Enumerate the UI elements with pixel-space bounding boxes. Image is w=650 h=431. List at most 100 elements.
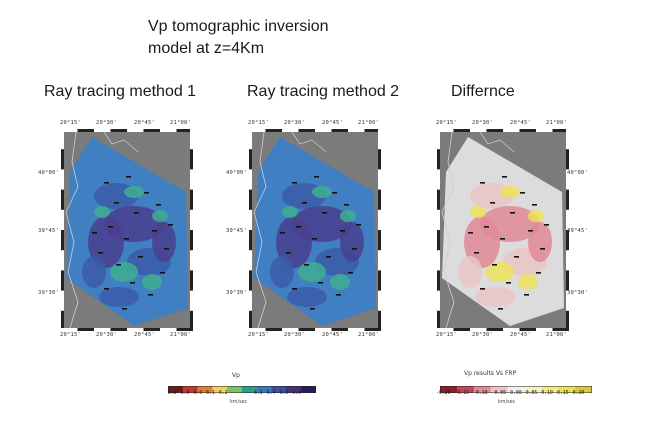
colorbar-segment [440,386,458,393]
bottom-lon-tick-label: 20°15' [436,332,458,338]
velocity-anomaly [94,206,110,218]
vp-colorbar [168,380,317,393]
bottom-lon-tick-label: 20°15' [60,332,82,338]
top-lon-tick-label: 20°15' [248,120,270,126]
colorbar-segment [473,386,492,393]
frame-tick [61,209,64,230]
figure-title-line-2: model at z=4Km [148,40,265,57]
station-marker [514,256,519,258]
frame-tick [160,129,177,132]
station-marker [122,308,127,310]
station-marker [332,192,337,194]
top-lon-tick-label: 20°45' [322,120,344,126]
lat-tick-label: 40°00' [567,170,589,176]
colorbar-outline [440,386,592,393]
frame-tick [437,129,454,132]
velocity-anomaly [88,216,124,268]
station-marker [492,264,497,266]
station-marker [502,176,507,178]
frame-tick [249,290,252,311]
station-marker [340,230,345,232]
station-marker [344,204,349,206]
velocity-anomaly [110,262,138,282]
bottom-lon-tick-label: 20°30' [472,332,494,338]
frame-tick [566,250,569,271]
frame-tick [503,328,520,331]
frame-tick [190,209,193,230]
frame-tick [190,250,193,271]
lat-tick-label: 39°30' [38,290,60,296]
station-marker [144,192,149,194]
frame-tick [437,250,440,271]
frame-tick [437,290,440,311]
station-marker [532,204,537,206]
frame-tick [94,328,111,331]
bottom-lon-tick-label: 20°45' [134,332,156,338]
station-marker [286,252,291,254]
lat-tick-label: 40°00' [38,170,60,176]
frame-tick [249,129,252,150]
station-marker [544,224,549,226]
top-lon-tick-label: 21°00' [546,120,568,126]
station-marker [134,212,139,214]
station-marker [506,282,511,284]
coastline [65,132,79,328]
station-marker [156,204,161,206]
station-marker [304,264,309,266]
frame-tick [127,129,144,132]
frame-tick [94,129,111,132]
station-marker [164,248,169,250]
colorbar-segment [456,386,475,393]
colorbar-segment [256,386,273,393]
bottom-lon-tick-label: 21°00' [546,332,568,338]
colorbar-segment [575,386,593,393]
velocity-anomaly [528,222,552,262]
velocity-anomaly [470,206,486,218]
colorbar-segment [507,386,525,393]
map-panel-difference: 20°15' 20°30' 20°45' 21°00' 20°15' 20°30' 20°4… [414,110,592,342]
station-marker [302,202,307,204]
frame-tick [61,290,64,311]
colorbar-segment [227,386,243,393]
station-marker [352,248,357,250]
station-marker [168,224,173,226]
frame-tick [437,169,440,190]
frame-tick [378,209,381,230]
colorbar-segment [212,386,228,393]
station-marker [104,182,109,184]
station-marker [148,294,153,296]
frame-tick [249,169,252,190]
frame-tick [190,129,193,150]
velocity-anomaly [330,274,350,290]
bottom-lon-tick-label: 21°00' [358,332,380,338]
velocity-anomaly [475,287,515,307]
frame-tick [566,169,569,190]
coastline [441,132,455,328]
frame-tick [315,328,332,331]
lat-tick-label: 39°30' [567,290,589,296]
station-marker [528,230,533,232]
coastline [103,132,139,153]
velocity-anomaly [340,210,356,222]
bottom-lon-tick-label: 21°00' [170,332,192,338]
station-marker [130,282,135,284]
panel-title-method-2: Ray tracing method 2 [247,83,400,100]
top-lon-tick-label: 21°00' [170,120,192,126]
frame-tick [61,169,64,190]
station-marker [540,248,545,250]
top-lon-tick-label: 20°45' [510,120,532,126]
station-marker [114,202,119,204]
station-marker [322,212,327,214]
frame-tick [249,328,266,331]
frame-tick [160,328,177,331]
station-marker [92,232,97,234]
station-marker [348,272,353,274]
station-marker [498,308,503,310]
velocity-anomaly [518,274,538,290]
station-marker [280,232,285,234]
velocity-anomaly [152,210,168,222]
velocity-anomaly [142,274,162,290]
frame-tick [378,169,381,190]
station-marker [314,176,319,178]
station-marker [480,288,485,290]
